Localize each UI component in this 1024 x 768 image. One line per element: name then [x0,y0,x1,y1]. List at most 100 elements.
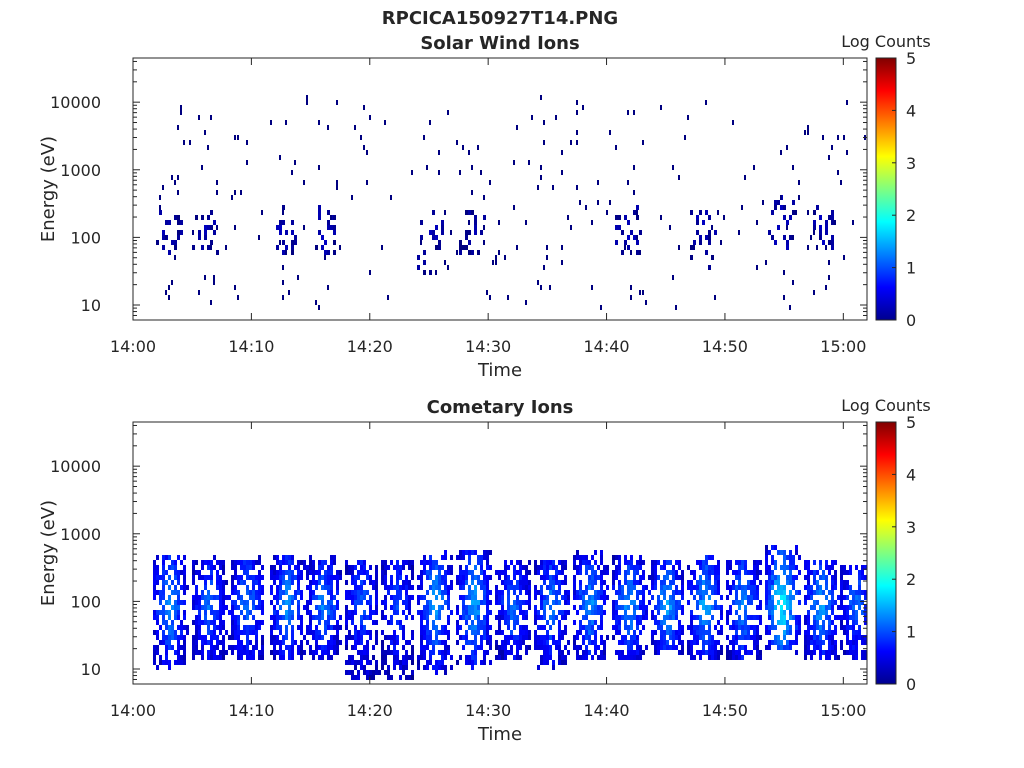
data-pixel [678,650,681,655]
data-pixel [750,570,753,575]
data-pixel [588,640,591,645]
data-pixel [354,625,357,630]
data-pixel [321,600,324,605]
data-pixel [204,595,207,600]
data-pixel [285,120,287,125]
data-pixel [558,600,561,605]
data-pixel [624,610,627,615]
data-pixel [363,590,366,595]
data-pixel [579,580,582,585]
data-pixel [783,585,786,590]
data-pixel [288,620,291,625]
data-pixel [561,650,564,655]
data-pixel [234,570,237,575]
data-pixel [534,630,537,635]
data-pixel [528,580,531,585]
data-pixel [768,630,771,635]
data-pixel [648,590,651,595]
data-pixel [825,615,828,620]
data-pixel [786,145,788,150]
data-pixel [705,560,708,565]
data-pixel [813,590,816,595]
data-pixel [225,630,228,635]
data-pixel [783,560,786,565]
data-pixel [318,570,321,575]
data-pixel [792,595,795,600]
data-pixel [195,605,198,610]
data-pixel [603,595,606,600]
data-pixel [642,290,644,295]
data-pixel [333,605,336,610]
data-pixel [216,225,218,230]
data-pixel [513,620,516,625]
data-pixel [468,560,471,565]
data-pixel [327,590,330,595]
data-pixel [393,650,396,655]
data-pixel [423,650,426,655]
data-pixel [543,605,546,610]
data-pixel [732,650,735,655]
data-pixel [507,625,510,630]
data-pixel [594,560,597,565]
data-pixel [816,600,819,605]
data-pixel [435,580,438,585]
data-pixel [426,635,429,640]
data-pixel [309,600,312,605]
data-pixel [639,645,642,650]
data-pixel [375,635,378,640]
data-pixel [819,610,822,615]
data-pixel [633,585,636,590]
data-pixel [390,650,393,655]
data-pixel [816,640,819,645]
data-pixel [768,590,771,595]
data-pixel [408,560,411,565]
data-pixel [813,230,815,235]
data-pixel [468,655,471,660]
data-pixel [405,665,408,670]
data-pixel [807,630,810,635]
data-pixel [306,575,309,580]
data-pixel [759,580,762,585]
data-pixel [168,585,171,590]
data-pixel [243,650,246,655]
data-pixel [333,645,336,650]
data-pixel [747,595,750,600]
data-pixel [822,620,825,625]
data-pixel [234,225,236,230]
data-pixel [435,585,438,590]
data-pixel [441,640,444,645]
data-pixel [369,605,372,610]
data-pixel [780,590,783,595]
data-pixel [222,640,225,645]
data-pixel [420,570,423,575]
data-pixel [177,600,180,605]
data-pixel [789,555,792,560]
data-pixel [276,245,279,250]
data-pixel [393,645,396,650]
data-pixel [843,595,846,600]
data-pixel [765,565,768,570]
data-pixel [690,620,693,625]
data-pixel [498,650,501,655]
data-pixel [183,625,186,630]
data-pixel [699,585,702,590]
data-pixel [153,630,156,635]
data-pixel [291,625,294,630]
data-pixel [315,245,318,250]
data-pixel [630,555,633,560]
data-pixel [330,655,333,660]
data-pixel [669,570,672,575]
data-pixel [765,645,768,650]
data-pixel [510,610,513,615]
data-pixel [171,645,174,650]
data-pixel [411,650,414,655]
data-pixel [396,580,399,585]
data-pixel [261,585,264,590]
data-pixel [459,570,462,575]
data-pixel [759,600,762,605]
data-pixel [474,650,477,655]
data-pixel [831,565,834,570]
data-pixel [258,655,261,660]
data-pixel [462,550,465,555]
data-pixel [690,570,693,575]
